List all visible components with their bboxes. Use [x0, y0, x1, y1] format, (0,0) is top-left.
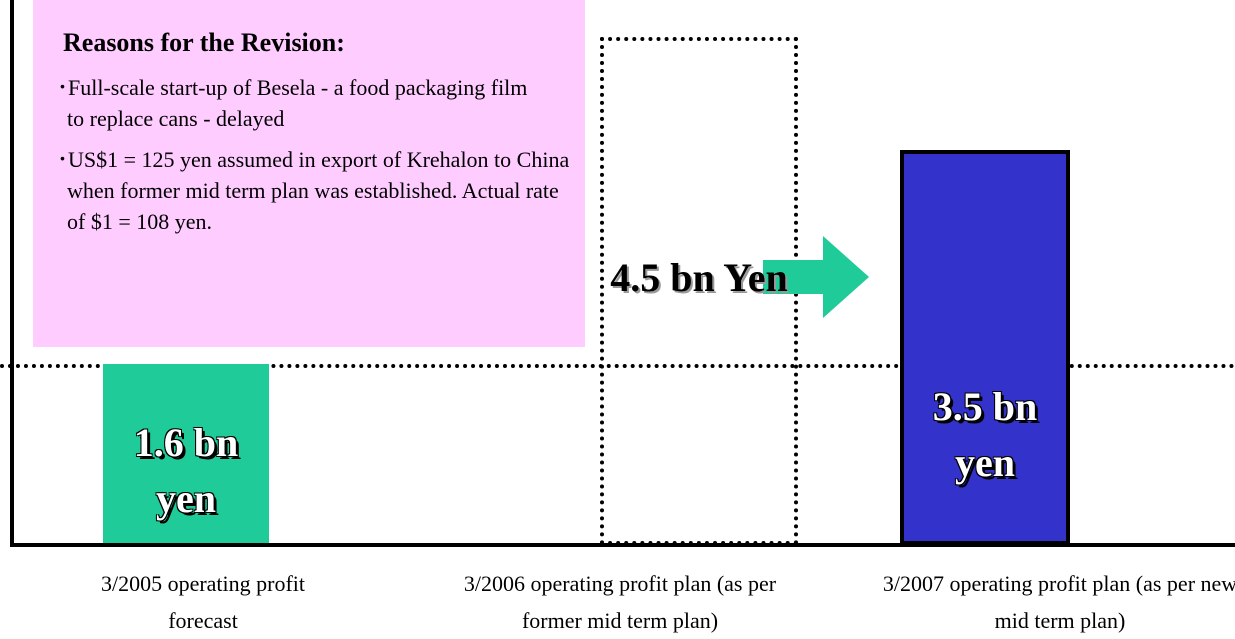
note-item: ･Full-scale start-up of Besela - a food …	[57, 75, 528, 131]
x-tick-label: 3/2007 operating profit plan (as per new…	[882, 571, 1235, 633]
note-item: ･US$1 = 125 yen assumed in export of Kre…	[57, 147, 570, 234]
bar	[103, 364, 269, 545]
value-label: 4.5 bn Yen	[610, 255, 788, 301]
y-axis	[10, 0, 14, 547]
x-axis	[10, 543, 1235, 547]
arrow-shape	[763, 236, 869, 318]
x-tick-label: 3/2006 operating profit plan (as per for…	[463, 571, 777, 633]
arrow	[763, 236, 869, 318]
note-box: Reasons for the Revision: ･Full-scale st…	[33, 0, 585, 347]
value-label: 3.5 bn yen	[932, 383, 1038, 485]
reference-line	[0, 364, 1235, 369]
bar	[900, 149, 1070, 545]
value-label: 1.6 bn yen	[133, 419, 239, 521]
x-tick-label: 3/2005 operating profit forecast	[100, 571, 306, 633]
note-title: Reasons for the Revision:	[63, 28, 345, 57]
